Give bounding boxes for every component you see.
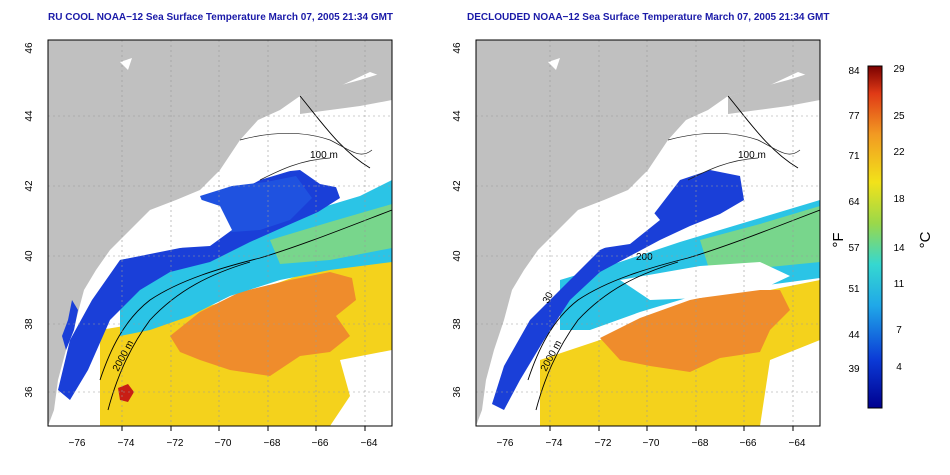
colorbar-f-tick: 84: [848, 66, 860, 77]
x-tick-label: −70: [215, 438, 232, 449]
colorbar-f-label: °F: [830, 232, 847, 247]
cloud-cover: [250, 100, 392, 190]
shelf-water-cyan: [120, 180, 392, 336]
y-tick-labels-right: 36 38 40 42 44 46: [452, 42, 463, 398]
bay-water: [62, 300, 78, 350]
colorbar-c-tick: 7: [896, 325, 902, 336]
colorbar-c-tick: 4: [896, 362, 902, 373]
y-tick-label: 44: [24, 110, 35, 122]
x-tick-label: −68: [692, 438, 709, 449]
land-mass: [476, 40, 820, 426]
y-tick-label: 46: [452, 42, 463, 54]
x-axis-right: [549, 426, 794, 431]
contour-label-100m: 100 m: [738, 150, 766, 161]
graticule: [48, 40, 392, 426]
slope-water-green: [700, 206, 820, 272]
colorbar-f-tick: 57: [848, 243, 860, 254]
y-tick-label: 38: [24, 318, 35, 330]
lake-white: [120, 58, 132, 70]
colorbar-f-tick: 39: [848, 364, 860, 375]
y-tick-labels-left: 36 38 40 42 44 46: [24, 42, 35, 398]
x-tick-label: −76: [69, 438, 86, 449]
lake-white: [548, 58, 560, 70]
y-tick-label: 42: [24, 180, 35, 192]
contour-2000m: [107, 261, 251, 411]
cloud-cover: [140, 196, 232, 248]
x-tick-label: −76: [497, 438, 514, 449]
colorbar-f-ticks: 84 77 71 64 57 51 44 39: [848, 66, 860, 375]
x-tick-labels-left: −76 −74 −72 −70 −68 −66 −64: [69, 438, 378, 449]
cloud-cover: [330, 350, 392, 426]
colorbar-f-tick: 51: [848, 284, 860, 295]
land-nova-scotia: [300, 70, 392, 114]
contour-100m: [527, 95, 820, 381]
land-nova-scotia: [728, 70, 820, 114]
cloud-cover: [760, 340, 820, 426]
cloud-cover: [620, 262, 790, 300]
colorbar-f-tick: 64: [848, 197, 860, 208]
x-tick-label: −72: [167, 438, 184, 449]
map-title-right: DECLOUDED NOAA−12 Sea Surface Temperatur…: [467, 12, 830, 23]
map-title-left: RU COOL NOAA−12 Sea Surface Temperature …: [48, 12, 394, 23]
y-tick-label: 40: [452, 250, 463, 262]
x-tick-labels-right: −76 −74 −72 −70 −68 −66 −64: [497, 438, 806, 449]
colorbar-c-tick: 22: [893, 147, 905, 158]
x-tick-label: −64: [361, 438, 378, 449]
y-tick-label: 44: [452, 110, 463, 122]
x-axis-left: [121, 426, 366, 431]
cold-water-blue-gom: [200, 176, 312, 232]
contour-inner: [667, 132, 801, 181]
map-panel-left: 100 m 2000 m: [47, 39, 393, 427]
colorbar-c-ticks: 29 25 22 18 14 11 7 4: [893, 64, 905, 373]
map-panel-right: 100 m 200 30 2000 m: [475, 39, 821, 427]
colorbar-c-tick: 14: [893, 243, 905, 254]
slope-water-green: [270, 204, 392, 264]
x-tick-label: −66: [740, 438, 757, 449]
x-tick-label: −70: [643, 438, 660, 449]
y-tick-label: 40: [24, 250, 35, 262]
y-tick-label: 38: [452, 318, 463, 330]
warm-water-red: [118, 384, 134, 402]
cloud-cover: [570, 196, 660, 250]
y-tick-label: 36: [452, 386, 463, 398]
x-tick-label: −72: [595, 438, 612, 449]
contour-label-200: 200: [636, 252, 653, 263]
colorbar-f-tick: 71: [848, 151, 860, 162]
colorbar-c-tick: 29: [893, 64, 905, 75]
y-tick-label: 46: [24, 42, 35, 54]
warm-water-orange: [600, 290, 790, 372]
colorbar: 84 77 71 64 57 51 44 39 29 25 22 18 14 11 7 4 °F °C: [830, 64, 934, 409]
x-tick-label: −74: [118, 438, 135, 449]
y-tick-label: 36: [24, 386, 35, 398]
colorbar-c-label: °C: [917, 231, 934, 248]
colorbar-c-tick: 18: [893, 194, 905, 205]
contour-inner: [239, 132, 373, 181]
y-tick-label: 42: [452, 180, 463, 192]
graticule: [476, 40, 820, 426]
contour-label-100m: 100 m: [310, 150, 338, 161]
contour-2000m: [535, 261, 679, 411]
x-tick-label: −68: [264, 438, 281, 449]
cold-water-blue: [492, 170, 744, 410]
colorbar-f-tick: 77: [848, 111, 860, 122]
land-mass: [48, 40, 392, 426]
colorbar-f-tick: 44: [848, 330, 860, 341]
contour-label-30: 30: [541, 290, 556, 305]
x-tick-label: −64: [789, 438, 806, 449]
x-tick-label: −74: [546, 438, 563, 449]
contour-100m: [99, 95, 392, 381]
x-tick-label: −66: [312, 438, 329, 449]
colorbar-c-tick: 11: [894, 279, 905, 290]
colorbar-c-tick: 25: [893, 111, 905, 122]
